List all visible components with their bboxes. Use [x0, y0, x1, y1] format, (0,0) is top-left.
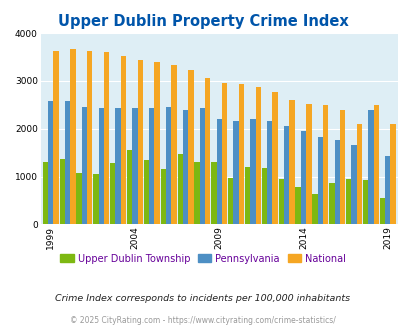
Bar: [194, 162, 199, 224]
Bar: [211, 162, 216, 224]
Bar: [244, 167, 249, 224]
Bar: [127, 150, 132, 224]
Bar: [166, 107, 171, 224]
Bar: [311, 194, 317, 224]
Bar: [160, 169, 166, 224]
Bar: [222, 83, 227, 224]
Bar: [272, 92, 277, 224]
Bar: [356, 124, 361, 224]
Bar: [143, 160, 149, 224]
Text: Upper Dublin Property Crime Index: Upper Dublin Property Crime Index: [58, 14, 347, 29]
Bar: [283, 126, 289, 224]
Bar: [87, 51, 92, 224]
Bar: [70, 49, 75, 224]
Bar: [216, 119, 222, 224]
Bar: [60, 159, 65, 224]
Bar: [228, 178, 233, 224]
Bar: [98, 108, 104, 224]
Bar: [81, 107, 87, 224]
Bar: [53, 51, 59, 224]
Bar: [182, 110, 188, 224]
Bar: [384, 156, 390, 224]
Bar: [137, 60, 143, 224]
Bar: [132, 108, 137, 224]
Bar: [104, 52, 109, 224]
Bar: [261, 168, 266, 224]
Bar: [266, 121, 272, 224]
Bar: [121, 56, 126, 224]
Bar: [373, 105, 378, 224]
Bar: [334, 140, 339, 224]
Bar: [255, 86, 260, 224]
Bar: [278, 179, 283, 224]
Bar: [249, 119, 255, 224]
Bar: [238, 84, 243, 224]
Bar: [367, 110, 373, 224]
Bar: [43, 162, 48, 224]
Bar: [177, 153, 182, 224]
Bar: [171, 65, 176, 224]
Bar: [328, 183, 334, 224]
Bar: [115, 108, 121, 224]
Bar: [345, 179, 351, 224]
Bar: [317, 137, 322, 224]
Bar: [351, 146, 356, 224]
Bar: [295, 187, 300, 224]
Legend: Upper Dublin Township, Pennsylvania, National: Upper Dublin Township, Pennsylvania, Nat…: [56, 249, 349, 267]
Bar: [110, 163, 115, 224]
Text: Crime Index corresponds to incidents per 100,000 inhabitants: Crime Index corresponds to incidents per…: [55, 294, 350, 303]
Bar: [322, 105, 328, 224]
Bar: [305, 104, 311, 224]
Bar: [93, 174, 98, 224]
Bar: [199, 108, 205, 224]
Bar: [205, 79, 210, 224]
Bar: [149, 108, 154, 224]
Bar: [65, 101, 70, 224]
Bar: [289, 100, 294, 224]
Text: © 2025 CityRating.com - https://www.cityrating.com/crime-statistics/: © 2025 CityRating.com - https://www.city…: [70, 316, 335, 325]
Bar: [154, 62, 160, 224]
Bar: [300, 131, 305, 224]
Bar: [362, 180, 367, 224]
Bar: [390, 124, 395, 224]
Bar: [233, 121, 238, 224]
Bar: [339, 110, 344, 224]
Bar: [188, 70, 193, 224]
Bar: [379, 198, 384, 224]
Bar: [76, 173, 81, 224]
Bar: [48, 101, 53, 224]
